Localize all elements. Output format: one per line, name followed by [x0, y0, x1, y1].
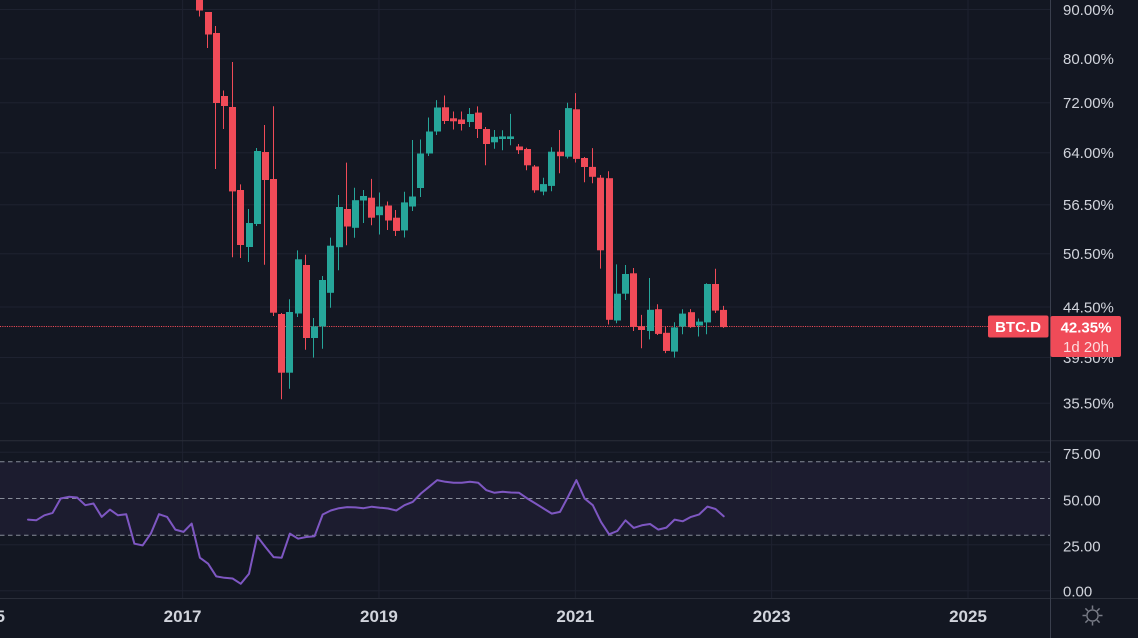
svg-text:80.00%: 80.00%	[1063, 51, 1114, 68]
svg-text:2021: 2021	[556, 607, 594, 626]
svg-text:25.00: 25.00	[1063, 539, 1101, 556]
svg-text:2019: 2019	[360, 607, 398, 626]
svg-text:35.50%: 35.50%	[1063, 396, 1114, 413]
svg-text:1d 20h: 1d 20h	[1063, 339, 1109, 356]
svg-text:42.35%: 42.35%	[1061, 320, 1112, 337]
svg-text:64.00%: 64.00%	[1063, 145, 1114, 162]
svg-text:2017: 2017	[164, 607, 202, 626]
svg-text:2015: 2015	[0, 607, 5, 626]
svg-text:90.00%: 90.00%	[1063, 2, 1114, 19]
svg-text:72.00%: 72.00%	[1063, 95, 1114, 112]
svg-text:2025: 2025	[949, 607, 987, 626]
svg-text:2023: 2023	[753, 607, 791, 626]
svg-text:50.50%: 50.50%	[1063, 246, 1114, 263]
svg-text:44.50%: 44.50%	[1063, 299, 1114, 316]
svg-text:BTC.D: BTC.D	[995, 319, 1041, 336]
svg-text:75.00: 75.00	[1063, 446, 1101, 463]
svg-text:56.50%: 56.50%	[1063, 197, 1114, 214]
svg-text:0.00: 0.00	[1063, 583, 1092, 600]
svg-text:50.00: 50.00	[1063, 492, 1101, 509]
